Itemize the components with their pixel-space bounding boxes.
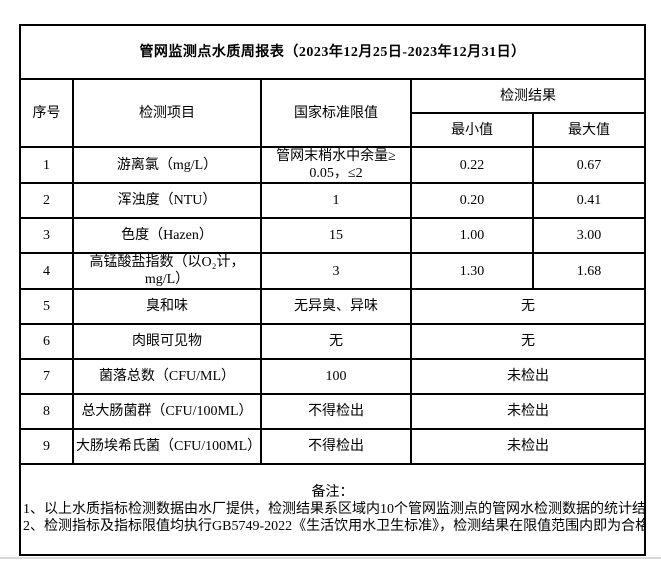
row-no: 9 xyxy=(19,428,74,465)
row-item: 游离氯（mg/L） xyxy=(72,146,262,184)
table-row: 6 肉眼可见物 无 无 xyxy=(19,323,647,360)
row-item: 臭和味 xyxy=(72,288,262,325)
row-no: 5 xyxy=(19,288,74,325)
row-no: 1 xyxy=(19,146,74,184)
row-limit: 不得检出 xyxy=(260,428,412,465)
row-min: 1.00 xyxy=(410,217,534,254)
row-item: 浑浊度（NTU） xyxy=(72,182,262,219)
table-row: 2 浑浊度（NTU） 1 0.20 0.41 xyxy=(19,182,647,219)
row-result: 未检出 xyxy=(409,428,647,465)
row-no: 8 xyxy=(19,393,74,430)
row-limit: 15 xyxy=(260,217,412,254)
row-max: 0.41 xyxy=(531,182,647,219)
row-no: 4 xyxy=(19,252,74,290)
row-limit: 无 xyxy=(260,323,412,360)
row-min: 0.20 xyxy=(410,182,534,219)
row-result: 未检出 xyxy=(409,358,647,395)
header-result-group: 检测结果 xyxy=(409,78,647,114)
row-item: 大肠埃希氏菌（CFU/100ML） xyxy=(72,428,262,465)
table-row: 1 游离氯（mg/L） 管网末梢水中余量≥ 0.05，≤2 0.22 0.67 xyxy=(19,146,647,184)
row-limit: 3 xyxy=(260,252,412,290)
water-quality-table: 管网监测点水质周报表（2023年12月25日-2023年12月31日） 序号 检… xyxy=(18,24,647,556)
row-max: 0.67 xyxy=(531,146,647,184)
row-no: 3 xyxy=(19,217,74,254)
row-min: 1.30 xyxy=(410,252,534,290)
window-bottom-edge xyxy=(0,557,661,559)
header-limit: 国家标准限值 xyxy=(260,78,412,148)
page-title: 管网监测点水质周报表（2023年12月25日-2023年12月31日） xyxy=(18,24,647,80)
header-no: 序号 xyxy=(19,78,74,148)
header-row-top: 序号 检测项目 国家标准限值 检测结果 xyxy=(19,78,647,148)
table-row: 4 高锰酸盐指数（以O₂计，mg/L） 3 1.30 1.68 xyxy=(19,252,647,290)
notes-line-2: 2、检测指标及指标限值均执行GB5749-2022《生活饮用水卫生标准》，检测结… xyxy=(23,519,646,534)
row-result: 无 xyxy=(409,288,647,325)
row-item: 高锰酸盐指数（以O₂计，mg/L） xyxy=(72,252,262,290)
row-result: 无 xyxy=(409,323,647,360)
row-no: 2 xyxy=(19,182,74,219)
row-min: 0.22 xyxy=(410,146,534,184)
row-no: 7 xyxy=(19,358,74,395)
notes-row: 备注： 1、以上水质指标检测数据由水厂提供，检测结果系区域内10个管网监测点的管… xyxy=(18,463,647,556)
table-row: 9 大肠埃希氏菌（CFU/100ML） 不得检出 未检出 xyxy=(19,428,647,465)
row-limit: 1 xyxy=(260,182,412,219)
title-row: 管网监测点水质周报表（2023年12月25日-2023年12月31日） xyxy=(18,24,647,80)
row-max: 3.00 xyxy=(531,217,647,254)
table-row: 8 总大肠菌群（CFU/100ML） 不得检出 未检出 xyxy=(19,393,647,430)
row-max: 1.68 xyxy=(531,252,647,290)
header-max: 最大值 xyxy=(531,112,647,148)
row-result: 未检出 xyxy=(409,393,647,430)
table-row: 3 色度（Hazen） 15 1.00 3.00 xyxy=(19,217,647,254)
header-item: 检测项目 xyxy=(72,78,262,148)
row-item: 总大肠菌群（CFU/100ML） xyxy=(72,393,262,430)
row-no: 6 xyxy=(19,323,74,360)
row-limit: 无异臭、异味 xyxy=(260,288,412,325)
header-min: 最小值 xyxy=(410,112,534,148)
table-row: 7 菌落总数（CFU/ML） 100 未检出 xyxy=(19,358,647,395)
notes-section: 备注： 1、以上水质指标检测数据由水厂提供，检测结果系区域内10个管网监测点的管… xyxy=(18,463,647,556)
row-limit: 不得检出 xyxy=(260,393,412,430)
table-row: 5 臭和味 无异臭、异味 无 xyxy=(19,288,647,325)
notes-label: 备注： xyxy=(311,485,354,500)
header-row-sub: 最小值 最大值 xyxy=(20,112,647,148)
row-limit: 管网末梢水中余量≥ 0.05，≤2 xyxy=(260,146,412,184)
row-item: 色度（Hazen） xyxy=(72,217,262,254)
row-item: 肉眼可见物 xyxy=(72,323,262,360)
notes-line-1: 1、以上水质指标检测数据由水厂提供，检测结果系区域内10个管网监测点的管网水检测… xyxy=(23,502,646,517)
row-item: 菌落总数（CFU/ML） xyxy=(72,358,262,395)
row-limit: 100 xyxy=(260,358,412,395)
